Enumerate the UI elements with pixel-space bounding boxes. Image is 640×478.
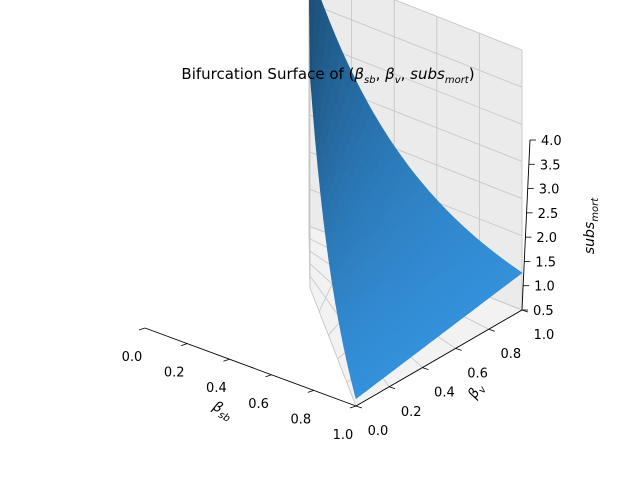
x-tick-label: 0.8 xyxy=(290,412,311,427)
z-tick-label: 1.5 xyxy=(535,255,556,270)
x-tick-label: 0.0 xyxy=(122,350,143,365)
z-axis-line xyxy=(521,139,531,311)
x-tick-mark xyxy=(265,374,272,378)
y-tick-label: 0.2 xyxy=(401,405,422,420)
grid-line-z xyxy=(308,39,523,125)
surface-patch xyxy=(313,0,315,4)
y-tick-mark xyxy=(455,348,462,351)
y-tick-label: 1.0 xyxy=(534,328,555,343)
x-tick-mark xyxy=(307,390,314,393)
y-tick-mark xyxy=(422,367,429,370)
y-tick-mark xyxy=(355,405,363,409)
y-axis-line xyxy=(355,309,523,407)
grid-line-z xyxy=(308,76,523,162)
grid-line-z xyxy=(308,151,523,237)
x-axis-label: βsb xyxy=(208,398,236,425)
x-tick-label: 0.6 xyxy=(248,397,269,412)
z-tick-label: 3.0 xyxy=(539,183,560,198)
surface-patch xyxy=(319,0,322,5)
z-tick-label: 1.0 xyxy=(534,280,555,295)
y-tick-label: 0.4 xyxy=(434,386,455,401)
y-tick-label: 0.0 xyxy=(368,424,389,439)
chart-title: Bifurcation Surface of (βsb, βv, subsmor… xyxy=(181,65,474,86)
x-tick-label: 1.0 xyxy=(333,428,354,443)
z-tick-label: 2.5 xyxy=(538,207,559,222)
surface-mesh xyxy=(308,0,523,400)
grid-line-z xyxy=(308,113,523,200)
z-tick-label: 4.0 xyxy=(541,134,562,149)
y-tick-mark xyxy=(488,328,495,332)
x-tick-label: 0.2 xyxy=(164,366,185,381)
z-tick-label: 0.5 xyxy=(533,304,554,319)
z-axis-label: subsmort xyxy=(582,197,601,254)
x-axis-line xyxy=(144,327,357,407)
tick-labels: 0.0 0.2 0.4 0.6 0.8 1.0 0.0 0.2 0.4 0.6 0.8 1.0 0.5 1… xyxy=(122,134,562,443)
z-tick-label: 2.0 xyxy=(536,231,557,246)
y-axis-label: βv xyxy=(465,380,490,404)
y-tick-label: 0.6 xyxy=(467,366,488,381)
z-tick-label: 3.5 xyxy=(540,158,561,173)
x-tick-mark xyxy=(349,405,357,409)
hidden-helper xyxy=(145,288,310,328)
x-tick-mark xyxy=(223,358,230,362)
y-tick-label: 0.8 xyxy=(500,347,521,362)
x-tick-mark xyxy=(138,327,146,331)
axis-lines xyxy=(144,139,531,407)
x-tick-mark xyxy=(181,343,188,346)
y-tick-mark xyxy=(389,386,396,390)
x-tick-label: 0.4 xyxy=(206,381,227,396)
